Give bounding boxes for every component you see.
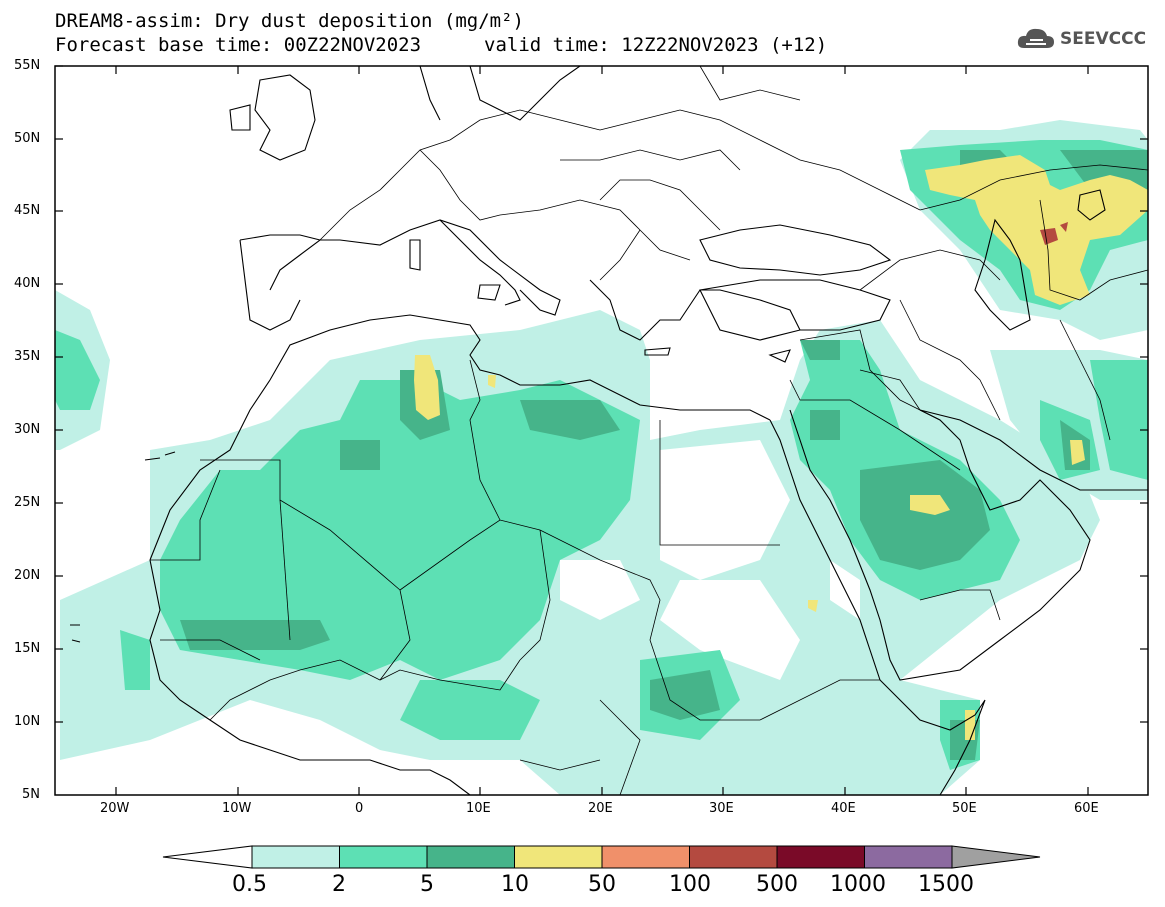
lat-label: 25N [14,495,41,510]
colorbar-label: 1000 [830,872,886,897]
lon-label: 50E [952,801,977,816]
colorbar-label: 2 [332,872,346,897]
axis-ticks [55,65,1148,795]
lat-label: 30N [14,422,41,437]
valid-time: valid time: 12Z22NOV2023 (+12) [484,34,828,56]
lon-label: 10E [466,801,491,816]
lat-label: 50N [14,131,41,146]
dust-field [55,66,1148,795]
lat-label: 40N [14,276,41,291]
lon-label: 40E [831,801,856,816]
lon-label: 10W [222,801,252,816]
lat-label: 10N [14,714,41,729]
dust-level-5 [1040,222,1068,245]
colorbar-label: 500 [756,872,798,897]
lat-label: 45N [14,203,41,218]
lat-label: 55N [14,58,41,73]
cloud-icon [1017,28,1054,48]
borders [150,66,1148,795]
lat-label: 20N [14,568,41,583]
lat-label: 15N [14,641,41,656]
colorbar-label: 0.5 [232,872,267,897]
colorbar-label: 100 [669,872,711,897]
lat-label: 35N [14,349,41,364]
colorbar-label: 10 [501,872,529,897]
colorbar-label: 5 [420,872,434,897]
map-title: DREAM8-assim: Dry dust deposition (mg/m²… [55,10,524,32]
seevccc-logo: SEEVCCC [1016,26,1146,52]
lon-label: 60E [1074,801,1099,816]
lon-label: 30E [709,801,734,816]
dust-level-3 [180,150,1148,760]
colorbar-label: 50 [588,872,616,897]
forecast-base-time: Forecast base time: 00Z22NOV2023 [55,34,422,56]
lon-label: 0 [355,801,364,816]
coastlines [70,66,1148,795]
lon-label: 20E [588,801,613,816]
logo-text: SEEVCCC [1060,29,1147,49]
lat-label: 5N [22,787,40,802]
lon-label: 20W [100,801,130,816]
colorbar-label: 1500 [918,872,974,897]
